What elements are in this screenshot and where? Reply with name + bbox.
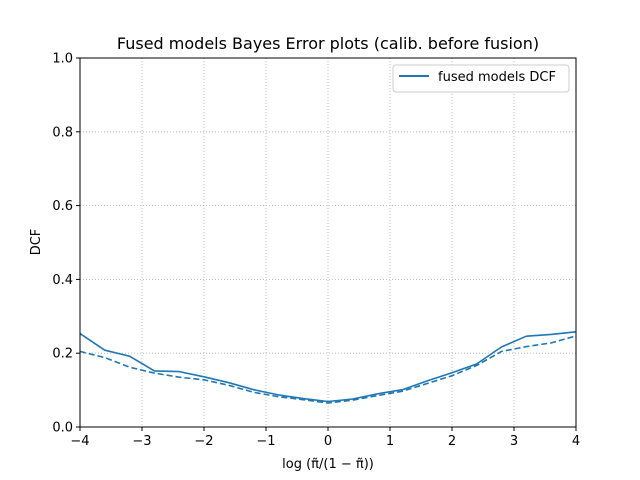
y-tick-label: 0.8 [52, 125, 73, 140]
fused-models-dcf-line [79, 331, 577, 403]
legend: fused models DCF [392, 64, 570, 93]
y-axis-ticks: 0.0 0.2 0.4 0.6 0.8 1.0 [52, 52, 80, 436]
series-lines [79, 331, 577, 404]
x-tick-label: 1 [386, 434, 394, 449]
legend-entry-label: fused models DCF [438, 70, 556, 85]
x-axis-label: log (π̃/(1 − π̃)) [282, 457, 374, 472]
x-tick-label: −1 [256, 434, 275, 449]
x-tick-label: −3 [132, 434, 151, 449]
x-tick-label: −4 [70, 434, 89, 449]
legend-box [392, 64, 570, 93]
y-tick-label: 0.4 [52, 273, 73, 288]
y-tick-label: 0.6 [52, 199, 73, 214]
x-tick-label: 2 [448, 434, 456, 449]
x-tick-label: 0 [324, 434, 332, 449]
y-axis-label: DCF [29, 229, 44, 256]
x-tick-label: 4 [572, 434, 580, 449]
y-tick-label: 0.0 [52, 421, 73, 436]
y-tick-label: 1.0 [52, 52, 73, 67]
x-tick-label: −2 [194, 434, 213, 449]
x-axis-ticks: −4 −3 −2 −1 0 1 2 3 4 [70, 427, 580, 449]
dashed-dcf-line [79, 335, 577, 404]
x-tick-label: 3 [510, 434, 518, 449]
y-tick-label: 0.2 [52, 347, 73, 362]
chart-title: Fused models Bayes Error plots (calib. b… [117, 34, 539, 53]
